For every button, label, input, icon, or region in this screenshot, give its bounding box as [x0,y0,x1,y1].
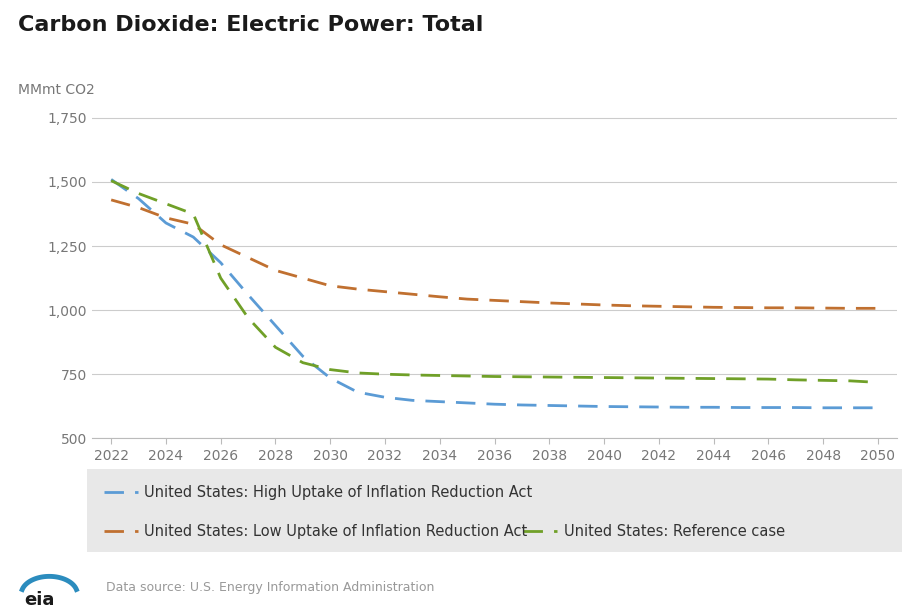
Text: United States: Low Uptake of Inflation Reduction Act: United States: Low Uptake of Inflation R… [144,524,528,538]
Text: United States: Reference case: United States: Reference case [563,524,784,538]
Text: MMmt CO2: MMmt CO2 [18,83,95,97]
Text: Data source: U.S. Energy Information Administration: Data source: U.S. Energy Information Adm… [106,581,434,594]
Text: United States: High Uptake of Inflation Reduction Act: United States: High Uptake of Inflation … [144,485,532,500]
Text: Carbon Dioxide: Electric Power: Total: Carbon Dioxide: Electric Power: Total [18,15,483,36]
Text: eia: eia [24,591,54,609]
